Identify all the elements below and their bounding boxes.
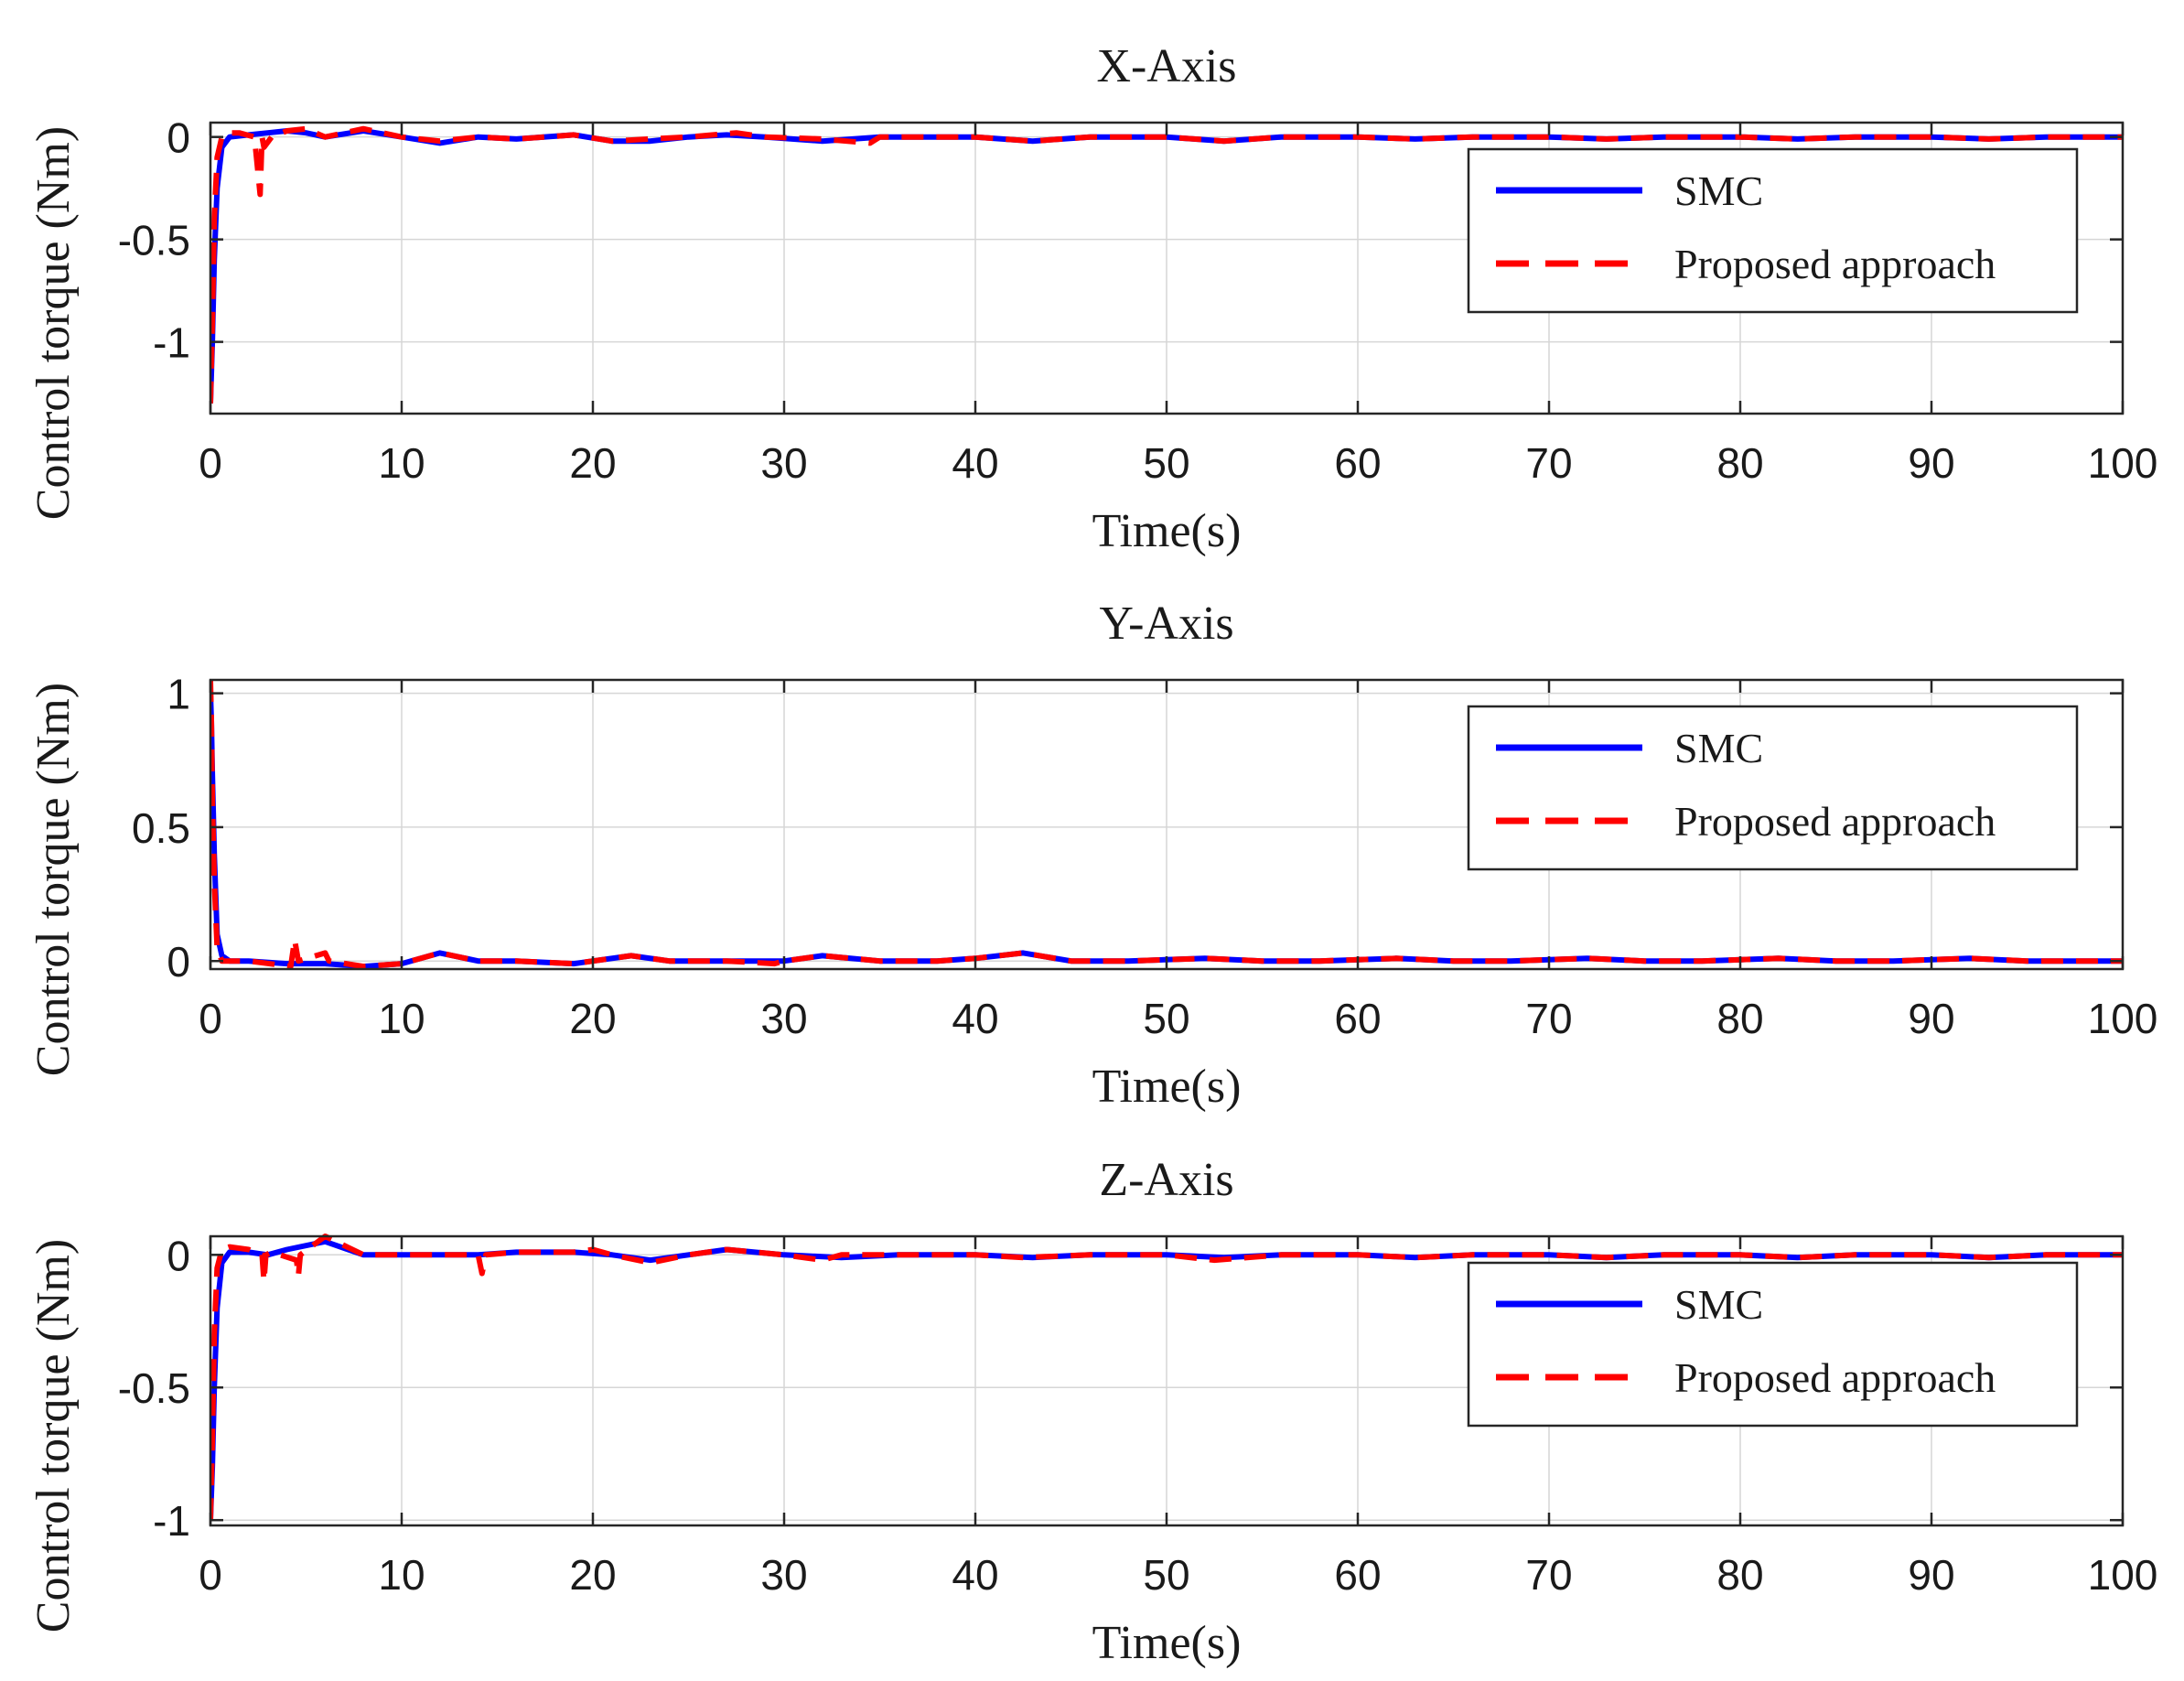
legend-label: Proposed approach	[1674, 241, 1996, 287]
chart-panel-2: 0 10 20 30 40 50 60 70 80 90 100 1 0.5 0 Y-Axis Time(s)…	[27, 598, 2157, 1113]
x-tick-label: 40	[952, 995, 998, 1042]
legend-box	[1467, 147, 2079, 314]
series-line-smc	[210, 128, 2123, 404]
x-tick-label: 10	[378, 1551, 425, 1599]
y-tick-label: 0.5	[132, 804, 190, 852]
x-tick-label: 60	[1334, 439, 1381, 487]
x-tick-label: 40	[952, 439, 998, 487]
legend-label: SMC	[1674, 167, 1763, 214]
chart-title: Y-Axis	[1099, 598, 1233, 650]
y-tick-label: 0	[167, 938, 190, 986]
x-tick-label: 80	[1716, 439, 1763, 487]
y-tick-label: -1	[153, 1497, 190, 1545]
x-tick-label: 100	[2088, 995, 2158, 1042]
x-tick-label: 50	[1143, 1551, 1189, 1599]
x-axis-label: Time(s)	[1092, 505, 1242, 557]
x-tick-label: 50	[1143, 439, 1189, 487]
legend-label: Proposed approach	[1674, 798, 1996, 845]
x-axis-label: Time(s)	[1092, 1061, 1242, 1113]
x-tick-label: 60	[1334, 1551, 1381, 1599]
chart-title: X-Axis	[1096, 40, 1236, 92]
legend-box	[1467, 705, 2079, 871]
legend: SMC Proposed approach	[1467, 147, 2079, 314]
x-tick-label: 50	[1143, 995, 1189, 1042]
y-tick-label: -0.5	[118, 217, 190, 264]
chart-panel-3: 0 10 20 30 40 50 60 70 80 90 100 0 -0.5 -1 Z-Axis Time(…	[27, 1154, 2157, 1669]
legend-box	[1467, 1261, 2079, 1428]
y-axis-label: Control torque (Nm)	[27, 683, 80, 1076]
x-tick-label: 70	[1525, 1551, 1572, 1599]
x-tick-label: 60	[1334, 995, 1381, 1042]
legend: SMC Proposed approach	[1467, 705, 2079, 871]
x-tick-label: 10	[378, 439, 425, 487]
x-tick-label: 20	[569, 1551, 616, 1599]
x-tick-label: 0	[199, 439, 222, 487]
x-tick-label: 90	[1908, 1551, 1954, 1599]
y-tick-label: -0.5	[118, 1364, 190, 1412]
legend-label: Proposed approach	[1674, 1354, 1996, 1401]
x-tick-label: 70	[1525, 995, 1572, 1042]
x-axis-label: Time(s)	[1092, 1617, 1242, 1669]
chart-title: Z-Axis	[1099, 1154, 1233, 1206]
x-tick-label: 100	[2088, 1551, 2158, 1599]
series-group	[210, 679, 2123, 970]
x-tick-label: 40	[952, 1551, 998, 1599]
x-tick-label: 10	[378, 995, 425, 1042]
chart-panel-1: 0 10 20 30 40 50 60 70 80 90 100 0 -0.5 -1 X-Axis Time(…	[27, 40, 2157, 557]
y-tick-label: 0	[167, 114, 190, 162]
x-tick-label: 100	[2088, 439, 2158, 487]
series-group	[210, 125, 2123, 404]
y-tick-label: 1	[167, 671, 190, 718]
y-tick-label: -1	[153, 319, 190, 367]
x-tick-label: 90	[1908, 995, 1954, 1042]
x-tick-label: 30	[760, 995, 807, 1042]
y-tick-label: 0	[167, 1232, 190, 1279]
series-line-proposed	[210, 679, 2123, 970]
x-tick-label: 20	[569, 439, 616, 487]
x-tick-label: 0	[199, 1551, 222, 1599]
y-axis-label: Control torque (Nm)	[27, 1239, 80, 1633]
x-tick-label: 90	[1908, 439, 1954, 487]
series-line-proposed	[210, 1234, 2123, 1521]
y-axis-label: Control torque (Nm)	[27, 126, 80, 520]
x-tick-label: 0	[199, 995, 222, 1042]
series-group	[210, 1234, 2123, 1521]
legend: SMC Proposed approach	[1467, 1261, 2079, 1428]
series-line-proposed	[210, 125, 2123, 404]
x-tick-label: 20	[569, 995, 616, 1042]
legend-label: SMC	[1674, 725, 1763, 771]
x-tick-label: 80	[1716, 1551, 1763, 1599]
x-tick-label: 30	[760, 1551, 807, 1599]
legend-label: SMC	[1674, 1281, 1763, 1328]
x-tick-label: 80	[1716, 995, 1763, 1042]
x-tick-label: 30	[760, 439, 807, 487]
x-tick-label: 70	[1525, 439, 1572, 487]
